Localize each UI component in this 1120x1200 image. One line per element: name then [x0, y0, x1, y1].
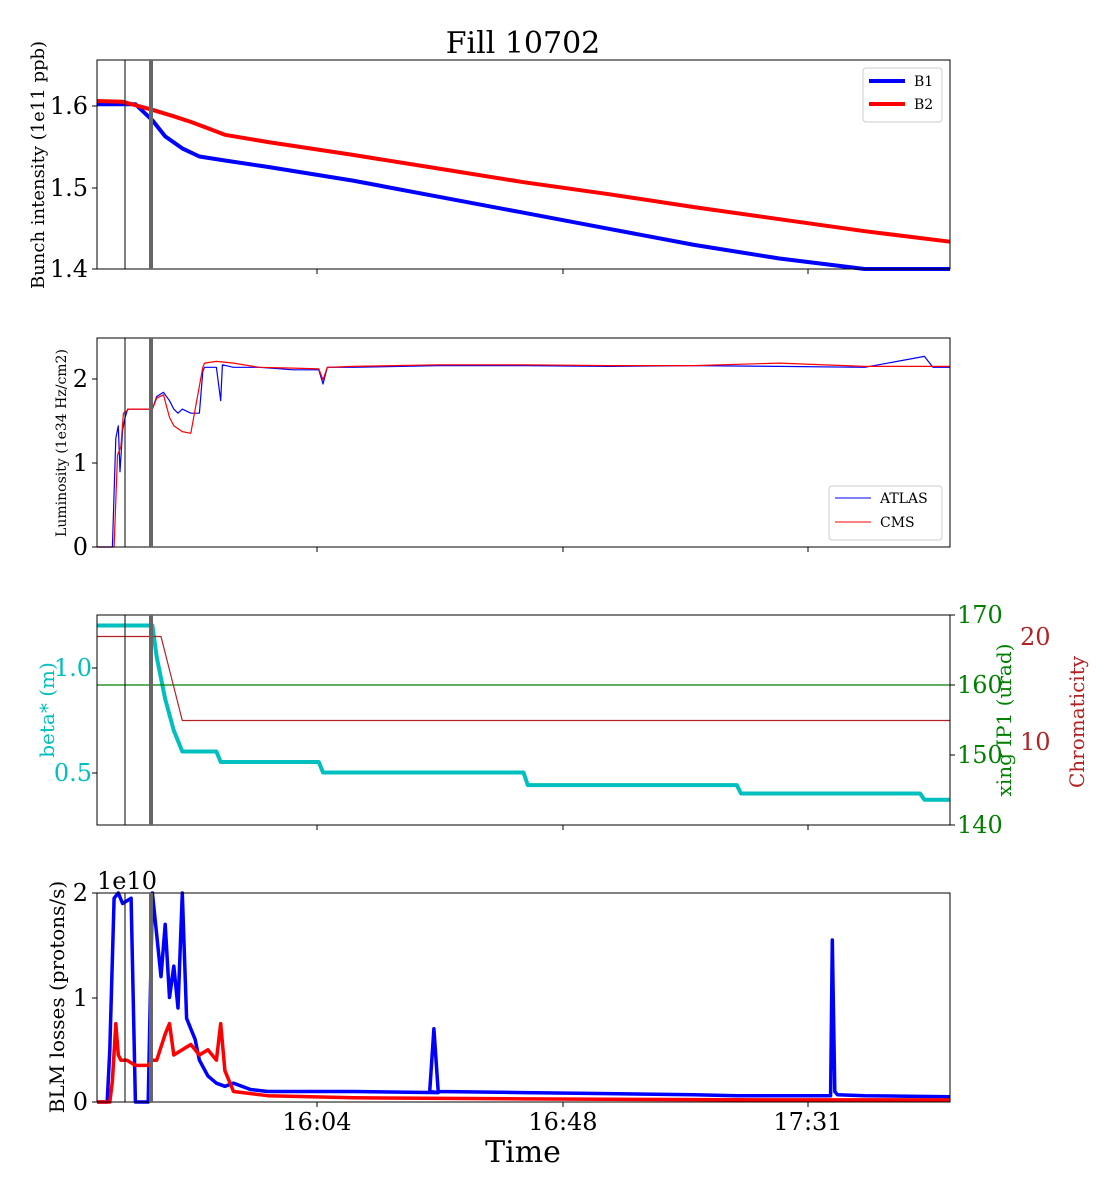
p4-series: [97, 891, 951, 1104]
p3-ytick-label-left: 0.5: [54, 759, 92, 787]
p2-frame: [96, 337, 951, 548]
x-tick-label: 17:31: [773, 1108, 842, 1136]
p3-ytick-label-chroma: 20: [1020, 623, 1051, 651]
p2-ytick-label: 2: [73, 365, 88, 393]
p1-xticks: [316, 269, 809, 274]
p3-yticks-right-chroma: 10 20: [1020, 623, 1051, 756]
p3-yticks-right-xing: 140 150 160 170: [950, 601, 1003, 839]
series-line-cms: [97, 360, 950, 548]
p3-ytick-label-chroma: 10: [1020, 728, 1051, 756]
series-line-chromaticity: [97, 635, 950, 740]
p2-series: [97, 355, 950, 548]
p3-yticks-left: 0.5 1.0: [54, 654, 97, 787]
p1-ytick-label: 1.4: [50, 255, 88, 283]
series-line-b1: [97, 891, 951, 1104]
p3-frame: [96, 614, 951, 826]
p2-xticks: [316, 547, 809, 552]
p1-legend: B1 B2: [862, 67, 943, 123]
p4-yticks: 0 1 2: [73, 879, 97, 1116]
p2-yticks: 0 1 2: [73, 365, 97, 561]
x-tick-label: 16:48: [528, 1108, 597, 1136]
p4-ytick-label: 1: [73, 984, 88, 1012]
figure-title: Fill 10702: [446, 26, 601, 61]
p2-ylabel: Luminosity (1e34 Hz/cm2): [54, 349, 70, 537]
x-tick-label: 16:04: [282, 1108, 351, 1136]
panel-blm-losses: 1e10 0 1 2 16:04 16:48 17:31 BLM losses …: [45, 867, 951, 1136]
p1-ylabel: Bunch intensity (1e11 ppb): [28, 41, 49, 289]
p4-offset-text: 1e10: [97, 867, 157, 895]
legend-label-b2: B2: [914, 97, 933, 113]
legend-label-atlas: ATLAS: [879, 491, 928, 507]
p1-series: [96, 99, 951, 271]
x-axis-label: Time: [485, 1135, 561, 1170]
p3-ylabel-right-chroma: Chromaticity: [1065, 655, 1089, 788]
panel-optics: 0.5 1.0 140 150 160 170 10 20 beta* (m) …: [35, 601, 1089, 839]
p1-ytick-label: 1.6: [50, 92, 88, 120]
p1-frame: [96, 59, 951, 270]
p3-ytick-label-xing: 150: [957, 741, 1003, 769]
p2-legend: ATLAS CMS: [828, 485, 943, 541]
series-line-b2: [96, 99, 951, 244]
series-line-atlas: [97, 355, 950, 548]
p3-ytick-label-left: 1.0: [54, 654, 92, 682]
series-line-b1: [97, 102, 950, 271]
p3-series: [97, 623, 950, 802]
p1-ytick-label: 1.5: [50, 174, 88, 202]
legend-label-b1: B1: [914, 74, 933, 90]
p2-ytick-label: 1: [73, 449, 88, 477]
legend-label-cms: CMS: [880, 515, 915, 531]
panel-bunch-intensity: 1.4 1.5 1.6 Bunch intensity (1e11 ppb) B…: [28, 41, 951, 289]
p4-xticks: 16:04 16:48 17:31: [282, 1102, 843, 1136]
p3-ytick-label-xing: 140: [957, 811, 1003, 839]
p3-ytick-label-xing: 170: [957, 601, 1003, 629]
series-line-b2: [97, 1021, 950, 1104]
p4-ytick-label: 0: [73, 1088, 88, 1116]
p3-xticks: [316, 825, 809, 830]
p2-ytick-label: 0: [73, 533, 88, 561]
p3-ytick-label-xing: 160: [957, 671, 1003, 699]
p3-ylabel-right-xing: xing IP1 (urad): [992, 644, 1016, 797]
p1-yticks: 1.4 1.5 1.6: [50, 92, 97, 283]
p4-ylabel: BLM losses (protons/s): [45, 881, 69, 1113]
series-line-beta-: [97, 623, 950, 802]
p3-ylabel-left: beta* (m): [35, 662, 59, 758]
p4-ytick-label: 2: [73, 879, 88, 907]
panel-luminosity: 0 1 2 Luminosity (1e34 Hz/cm2) ATLAS CMS: [54, 337, 951, 561]
